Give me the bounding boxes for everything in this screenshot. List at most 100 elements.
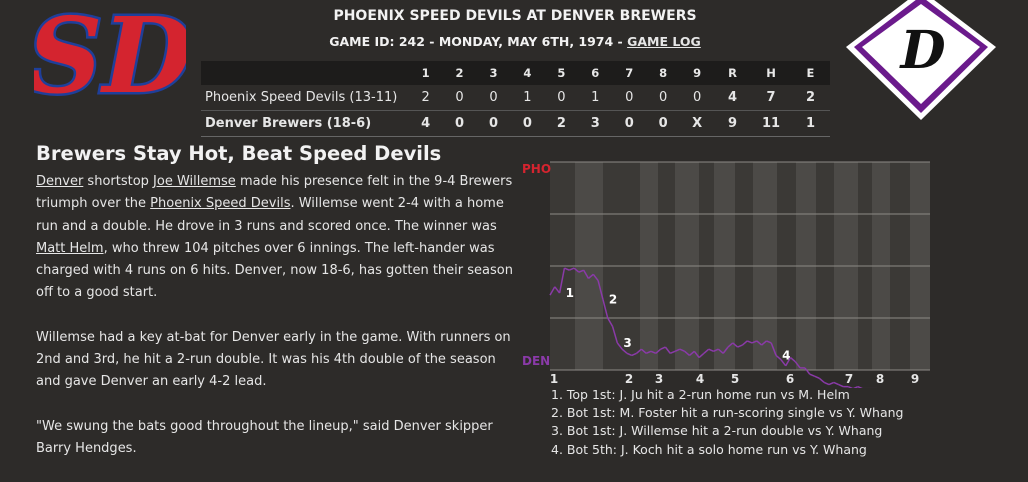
home-inning-3: 0 <box>476 110 511 137</box>
chart-line-segment <box>804 367 811 375</box>
chart-line-segment <box>722 346 729 354</box>
away-hits: 7 <box>751 85 791 111</box>
away-errors: 2 <box>790 85 830 111</box>
away-logo-lettering: SD <box>34 0 186 104</box>
home-hits: 11 <box>751 110 791 137</box>
chart-line-segment <box>727 342 734 348</box>
chart-x-tick-label: 3 <box>655 372 663 386</box>
chart-line-segment <box>746 340 753 344</box>
chart-line-segment <box>626 352 633 357</box>
chart-line-segment <box>602 299 609 319</box>
game-log-link[interactable]: GAME LOG <box>627 34 701 49</box>
home-team-row: Denver Brewers (18-6) 4 0 0 0 2 3 0 0 X … <box>201 110 830 137</box>
chart-event-marker: 1 <box>566 286 574 300</box>
header-inning-6: 6 <box>578 61 613 85</box>
chart-line-segment <box>664 346 671 354</box>
chart-x-tick-label: 8 <box>876 372 884 386</box>
header-errors: E <box>790 61 830 85</box>
event-legend: 1. Top 1st: J. Ju hit a 2-run home run v… <box>551 386 903 459</box>
chart-line-segment <box>568 267 575 271</box>
chart-line-segment <box>669 350 676 355</box>
header-inning-4: 4 <box>510 61 545 85</box>
home-inning-9: X <box>680 110 715 137</box>
header-inning-7: 7 <box>612 61 647 85</box>
chart-line-segment <box>611 326 619 344</box>
home-runs: 9 <box>714 110 752 137</box>
away-inning-8: 0 <box>646 85 681 111</box>
chart-line-segment <box>592 273 599 282</box>
chart-line-segment <box>766 340 772 344</box>
chart-line-segment <box>785 357 792 367</box>
header-hits: H <box>751 61 791 85</box>
chart-line-segment <box>698 352 705 359</box>
chart-x-ticks: 1 2 3 4 5 6 7 8 9 <box>550 372 919 386</box>
away-inning-6: 1 <box>578 85 613 111</box>
team-link-phoenix[interactable]: Phoenix Speed Devils <box>150 196 291 212</box>
chart-x-tick-label: 5 <box>731 372 739 386</box>
article-paragraph-2: Willemse had a key at-bat for Denver ear… <box>36 329 511 390</box>
event-item: 2. Bot 1st: M. Foster hit a run-scoring … <box>551 405 904 421</box>
player-link-helm[interactable]: Matt Helm <box>36 240 104 256</box>
chart-line-segment <box>814 375 820 380</box>
away-inning-7: 0 <box>612 85 647 111</box>
chart-line-segment <box>741 340 748 346</box>
chart-line-segment <box>674 348 681 352</box>
player-link-willemse[interactable]: Joe Willemse <box>153 174 236 189</box>
chart-line-segment <box>756 340 763 346</box>
chart-line-segment <box>549 286 556 296</box>
article-paragraph-3: "We swung the bats good throughout the l… <box>36 418 493 456</box>
home-inning-7: 0 <box>612 110 647 137</box>
header-inning-5: 5 <box>544 61 579 85</box>
chart-line-segment <box>640 348 647 354</box>
chart-series-line <box>549 267 878 388</box>
chart-x-tick-label: 9 <box>911 372 919 386</box>
chart-line-segment <box>708 348 714 352</box>
chart-line-segment <box>655 348 662 354</box>
chart-line-segment <box>751 340 758 344</box>
chart-line-segment <box>631 352 637 357</box>
event-item: 1. Top 1st: J. Ju hit a 2-run home run v… <box>551 387 850 402</box>
chart-line-segment <box>833 381 839 386</box>
chart-line-segment <box>597 280 604 300</box>
home-inning-1: 4 <box>408 110 443 137</box>
chart-line-segment <box>689 350 695 357</box>
header-team <box>201 61 409 85</box>
chart-bottom-label: DEN <box>522 354 550 368</box>
chart-x-tick-label: 4 <box>696 372 704 386</box>
header-runs: R <box>714 61 752 85</box>
chart-line-segment <box>794 361 801 369</box>
chart-line-segment <box>790 356 796 363</box>
chart-line-segment <box>737 344 743 348</box>
home-team-name[interactable]: Denver Brewers (18-6) <box>201 110 409 137</box>
chart-line-segment <box>587 273 594 280</box>
chart-line-segment <box>558 267 566 294</box>
article-body: Denver shortstop Joe Willemse made his p… <box>36 171 516 482</box>
chart-line-segment <box>660 346 666 350</box>
win-probability-chart: PHO DEN 1 2 3 4 1 2 3 4 5 6 7 8 9 <box>522 161 930 388</box>
away-inning-4: 1 <box>510 85 545 111</box>
chart-line-segment <box>857 385 863 388</box>
chart-line-segment <box>650 350 657 355</box>
chart-line-segment <box>847 385 854 388</box>
event-item: 4. Bot 5th: J. Koch hit a solo home run … <box>551 441 867 457</box>
header-inning-2: 2 <box>442 61 477 85</box>
game-id-date: GAME ID: 242 - MONDAY, MAY 6TH, 1974 - <box>329 34 628 49</box>
away-inning-3: 0 <box>476 85 511 111</box>
chart-event-marker: 3 <box>623 336 631 350</box>
home-inning-4: 0 <box>510 110 545 137</box>
chart-line-segment <box>684 350 690 357</box>
chart-gridlines <box>550 161 930 371</box>
home-logo-lettering: D <box>898 20 945 81</box>
chart-line-segment <box>564 267 570 271</box>
away-team-name[interactable]: Phoenix Speed Devils (13-11) <box>201 85 409 111</box>
away-inning-5: 0 <box>544 85 579 111</box>
home-team-logo: D <box>846 0 996 120</box>
chart-line-segment <box>636 348 642 354</box>
team-link-denver[interactable]: Denver <box>36 174 84 189</box>
chart-line-segment <box>578 269 584 273</box>
chart-line-segment <box>554 286 561 294</box>
home-errors: 1 <box>790 110 830 137</box>
header-inning-8: 8 <box>646 61 681 85</box>
chart-line-segment <box>818 377 825 384</box>
header-inning-3: 3 <box>476 61 511 85</box>
